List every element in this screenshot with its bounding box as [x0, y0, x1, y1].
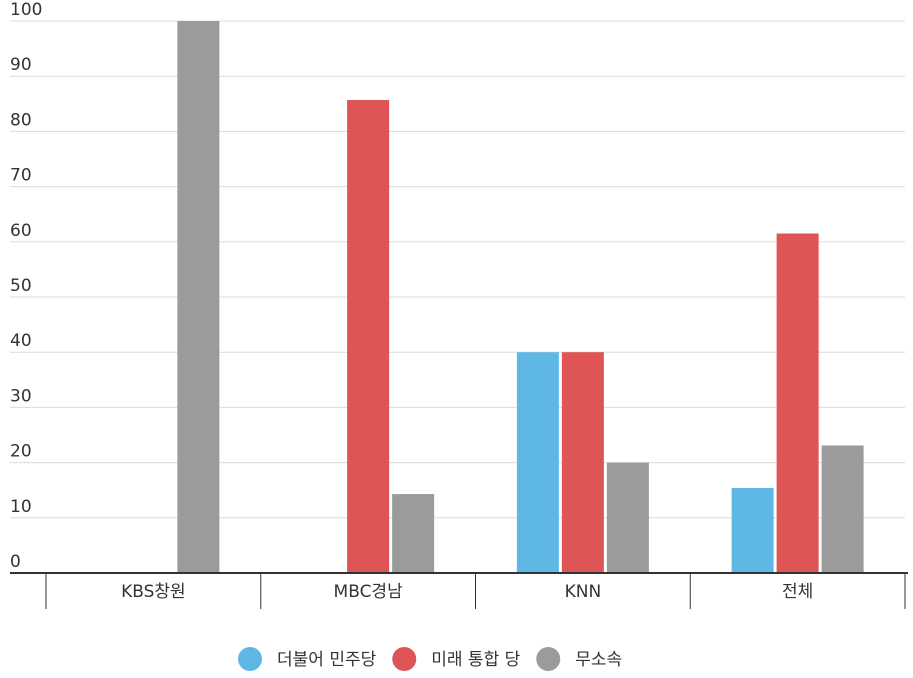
y-tick-label: 0 [10, 552, 21, 572]
legend-item[interactable]: 더불어 민주당 [238, 647, 377, 671]
bars [177, 21, 864, 573]
y-tick-label: 10 [10, 497, 32, 517]
x-tick-label: 전체 [782, 582, 813, 602]
legend-label: 더불어 민주당 [277, 650, 377, 670]
legend-label: 무소속 [575, 650, 622, 670]
bar[interactable] [516, 352, 559, 573]
bar[interactable] [347, 99, 390, 573]
bar[interactable] [392, 494, 435, 573]
y-tick-label: 60 [10, 221, 32, 241]
y-tick-label: 40 [10, 331, 32, 351]
x-tick-label: MBC경남 [334, 582, 404, 602]
legend-marker [536, 647, 561, 671]
y-tick-label: 100 [10, 0, 42, 20]
y-tick-label: 80 [10, 110, 32, 130]
y-tick-label: 50 [10, 276, 32, 296]
x-tick-label: KBS창원 [121, 582, 186, 602]
x-axis-ticks: KBS창원 MBC경남 KNN 전체 [121, 582, 813, 602]
legend[interactable]: 더불어 민주당 미래 통합 당 무소속 [238, 647, 622, 671]
legend-marker [392, 647, 417, 671]
bar[interactable] [731, 487, 774, 573]
legend-item[interactable]: 미래 통합 당 [392, 647, 521, 671]
y-tick-label: 90 [10, 55, 32, 75]
bar[interactable] [776, 233, 819, 573]
x-axis [10, 572, 908, 609]
y-tick-label: 70 [10, 166, 32, 186]
legend-marker [238, 647, 262, 671]
bar[interactable] [561, 352, 604, 573]
y-axis-ticks: 0 10 20 30 40 50 60 70 80 90 100 [10, 0, 42, 572]
bar[interactable] [821, 445, 864, 573]
gridlines [10, 20, 905, 519]
y-tick-label: 30 [10, 386, 32, 406]
legend-label: 미래 통합 당 [431, 650, 520, 670]
y-tick-label: 20 [10, 442, 32, 462]
legend-item[interactable]: 무소속 [536, 647, 622, 671]
x-tick-label: KNN [565, 582, 602, 602]
bar[interactable] [177, 21, 220, 573]
bar[interactable] [606, 462, 649, 573]
